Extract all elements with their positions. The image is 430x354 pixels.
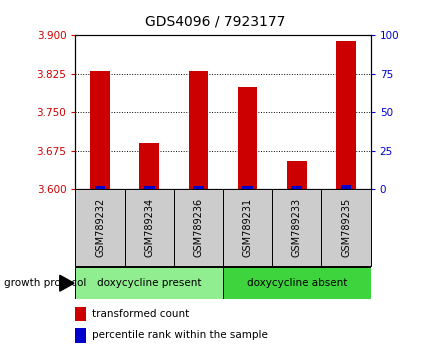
Text: GSM789234: GSM789234: [144, 198, 154, 257]
Text: GSM789236: GSM789236: [193, 198, 203, 257]
Bar: [75, 189, 124, 266]
Bar: [75, 328, 86, 343]
Text: transformed count: transformed count: [92, 309, 189, 319]
Bar: [193, 185, 203, 189]
Text: doxycycline present: doxycycline present: [97, 278, 201, 288]
Bar: [75, 307, 86, 321]
Bar: [144, 185, 154, 189]
Bar: [242, 186, 252, 189]
Bar: [237, 87, 257, 189]
Polygon shape: [60, 275, 74, 291]
Text: GDS4096 / 7923177: GDS4096 / 7923177: [145, 14, 285, 28]
Bar: [139, 143, 159, 189]
Bar: [272, 189, 321, 266]
Bar: [286, 161, 306, 189]
Bar: [291, 186, 301, 189]
Bar: [188, 72, 208, 189]
Text: doxycycline absent: doxycycline absent: [246, 278, 346, 288]
Bar: [90, 72, 110, 189]
Bar: [321, 189, 370, 266]
Bar: [223, 267, 370, 299]
Text: GSM789232: GSM789232: [95, 198, 105, 257]
Bar: [340, 185, 350, 189]
Bar: [223, 189, 272, 266]
Bar: [124, 189, 173, 266]
Bar: [75, 267, 223, 299]
Text: growth protocol: growth protocol: [4, 278, 86, 288]
Bar: [95, 185, 105, 189]
Bar: [173, 189, 223, 266]
Bar: [335, 41, 355, 189]
Text: GSM789235: GSM789235: [340, 198, 350, 257]
Text: GSM789233: GSM789233: [291, 198, 301, 257]
Text: percentile rank within the sample: percentile rank within the sample: [92, 330, 267, 340]
Text: GSM789231: GSM789231: [242, 198, 252, 257]
